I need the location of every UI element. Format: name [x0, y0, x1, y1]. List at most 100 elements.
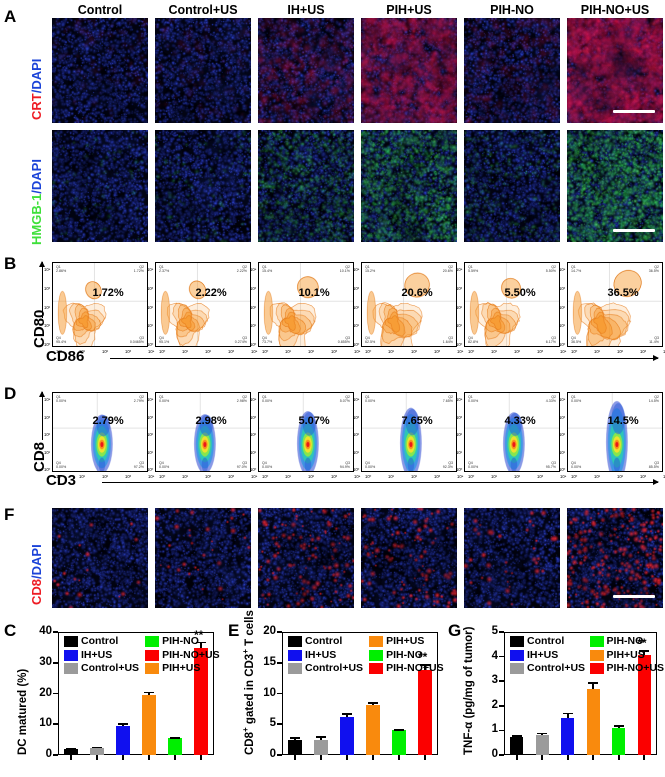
- cd8-cd3-ytick-1-3: 10³: [147, 414, 154, 420]
- y-tick-mark-2: [53, 692, 58, 695]
- cd8-cd3-ytick-1-1: 10¹: [147, 449, 154, 455]
- bar-pih-us: [142, 695, 156, 755]
- legend-item-pih-us: PIH+US: [589, 649, 645, 661]
- cd80-cd86-q3-label-5: Q3 11.4%: [649, 335, 659, 344]
- y-tick-label-4: 20: [263, 625, 276, 637]
- cd80-cd86-xtick-5-4: 10⁴: [663, 349, 665, 354]
- cd8-cd3-q4-label-4: Q4 0.00%: [468, 460, 479, 469]
- cd80-cd86-q2-label-5: Q2 36.5%: [648, 265, 659, 274]
- x-tick-mark-3: [148, 755, 150, 760]
- cd8-cd3-q3-label-4: Q3 95.7%: [545, 460, 556, 469]
- cd8-cd3-xtick-0-2: 10²: [102, 474, 109, 479]
- y-axis-label: DC matured (%): [17, 668, 29, 755]
- x-tick-mark-0: [515, 755, 518, 760]
- cd80-cd86-ytick-5-0: 10⁰: [559, 342, 566, 347]
- cd80-cd86-ytick-3-0: 10⁰: [353, 342, 360, 347]
- cd80-cd86-xtick-1-2: 10²: [205, 349, 212, 354]
- x-tick-mark-2: [346, 755, 348, 760]
- cd80-cd86-plot-5: Q1 14.7% Q2 36.5% Q3 11.4% Q4 36.5% 36.5% 10⁰ 10⁰ 1…: [559, 262, 665, 354]
- y-tick-label-3: 3: [491, 674, 498, 687]
- cd8-cd3-ytick-4-2: 10²: [456, 432, 463, 437]
- error-cap-2: [342, 713, 352, 715]
- cd8-cd3-ytick-4-4: 10⁴: [456, 397, 463, 402]
- cd80-cd86-xtick-0-1: 10¹: [79, 349, 86, 354]
- cd8-cd3-q3-label-3: Q3 92.3%: [442, 460, 453, 469]
- cd80-cd86-q3-label-4: Q3 6.17%: [545, 335, 556, 344]
- cd8-cd3-ytick-0-1: 10¹: [44, 449, 51, 455]
- bar-pih-us: [366, 705, 380, 755]
- cd8-cd3-plot-5: Q1 0.00% Q2 14.5% Q3 85.5% Q4 0.00% 14.5% 10⁰ 10⁰ 1…: [559, 392, 665, 479]
- cd8-cd3-percentage-0: 2.79%: [92, 415, 124, 428]
- cd8-cd3-xtick-2-3: 10³: [331, 474, 338, 479]
- micrograph-crt-0: [52, 18, 148, 123]
- legend-label: Control+US: [81, 662, 140, 675]
- x-tick-mark-1: [96, 755, 98, 760]
- cd8-cd3-ytick-5-1: 10¹: [559, 449, 566, 455]
- axis-label-cd86: CD86: [46, 348, 85, 365]
- legend-item-pih-us: PIH+US: [145, 663, 200, 674]
- micrograph-hmgb1-2: [258, 130, 354, 242]
- y-tick-label-2: 20: [39, 686, 52, 699]
- legend-swatch: [510, 649, 524, 661]
- error-cap-2: [118, 723, 128, 725]
- bar-control: [510, 736, 524, 755]
- error-cap-4: [394, 729, 404, 731]
- y-axis-label: CD8+ gated in CD3+ T cells: [241, 610, 256, 755]
- scale-bar: [613, 595, 655, 598]
- micrograph-hmgb1-0: [52, 130, 148, 242]
- cd8-cd3-ytick-1-4: 10⁴: [147, 397, 154, 402]
- panel-letter-a: A: [4, 7, 17, 26]
- cd8-cd3-plot-4: Q1 0.00% Q2 4.33% Q3 95.7% Q4 0.00% 4.33% 10⁰ 10⁰ 1…: [456, 392, 566, 479]
- column-header-1: Control+US: [168, 3, 238, 17]
- error-cap-5: [639, 650, 650, 653]
- cd8-cd3-ytick-2-1: 10¹: [250, 449, 257, 455]
- cd8-cd3-xtick-5-2: 10²: [617, 474, 624, 479]
- cd8-cd3-q2-label-0: Q2 2.79%: [133, 395, 144, 404]
- row-label-hmgb1-dapi: HMGB-1/DAPI: [29, 159, 44, 245]
- cd8-cd3-ytick-5-2: 10²: [559, 432, 566, 437]
- legend-label: Control+US: [305, 662, 364, 675]
- significance-marker: **: [418, 649, 428, 664]
- error-cap-4: [170, 737, 180, 739]
- bar-pih-no-us: [194, 647, 208, 755]
- cd80-cd86-xtick-2-0: 10⁰: [262, 349, 269, 354]
- y-tick-label-5: 5: [491, 625, 498, 637]
- legend-item-ih-us: IH+US: [64, 649, 112, 661]
- cd8-cd3-q3-label-2: Q3 94.9%: [339, 460, 350, 469]
- error-bar-5: [200, 641, 202, 648]
- cd8-cd3-ytick-0-4: 10⁴: [44, 397, 51, 402]
- cd8-cd3-percentage-1: 2.98%: [195, 415, 227, 428]
- cd8-cd3-xtick-0-3: 10³: [125, 474, 132, 479]
- cd80-cd86-q4-label-3: Q4 62.5%: [365, 335, 376, 344]
- bar-pih-no-us: [637, 655, 651, 755]
- legend-swatch: [288, 663, 302, 674]
- bar-chart-c: 0 10 20 30 40 DC matured (%) ** Control IH+US Con…: [0, 620, 222, 777]
- cd8-cd3-xtick-2-1: 10¹: [285, 474, 292, 479]
- cd8-cd3-xtick-4-4: 10⁴: [560, 474, 567, 479]
- cd80-cd86-q4-label-4: Q4 82.8%: [468, 335, 479, 344]
- micrograph-cd8-0: [52, 508, 148, 608]
- cd80-cd86-ytick-1-4: 10⁴: [147, 267, 154, 272]
- panel-letter-g: G: [448, 621, 462, 640]
- cd80-cd86-xtick-1-1: 10¹: [182, 349, 189, 354]
- cd80-cd86-xtick-4-3: 10³: [537, 349, 544, 354]
- cd8-cd3-xtick-1-3: 10³: [228, 474, 235, 479]
- cd8-cd3-q1-label-2: Q1 0.00%: [262, 395, 273, 404]
- legend-swatch: [288, 636, 302, 647]
- y-tick-label-2: 10: [263, 686, 276, 699]
- bar-pih-no: [612, 727, 626, 755]
- panel-letter-e: E: [228, 621, 240, 640]
- cd80-cd86-ytick-1-3: 10³: [147, 285, 154, 291]
- cd80-axis-arrow: [39, 261, 45, 318]
- y-tick-mark-1: [499, 729, 504, 732]
- x-tick-mark-3: [592, 755, 595, 760]
- x-tick-mark-5: [200, 755, 202, 760]
- legend-item-control: Control: [510, 636, 564, 647]
- cd80-cd86-xtick-1-3: 10³: [228, 349, 235, 354]
- dapi-label-1: DAPI: [29, 58, 44, 90]
- significance-marker: **: [637, 636, 647, 651]
- y-tick-label-1: 5: [269, 717, 276, 730]
- cd8-cd3-plot-1: Q1 0.00% Q2 2.98% Q3 97.0% Q4 0.00% 2.98% 10⁰ 10⁰ 1…: [147, 392, 257, 479]
- cd80-cd86-xtick-3-2: 10²: [411, 349, 418, 354]
- cd8-cd3-xtick-3-0: 10⁰: [365, 474, 372, 479]
